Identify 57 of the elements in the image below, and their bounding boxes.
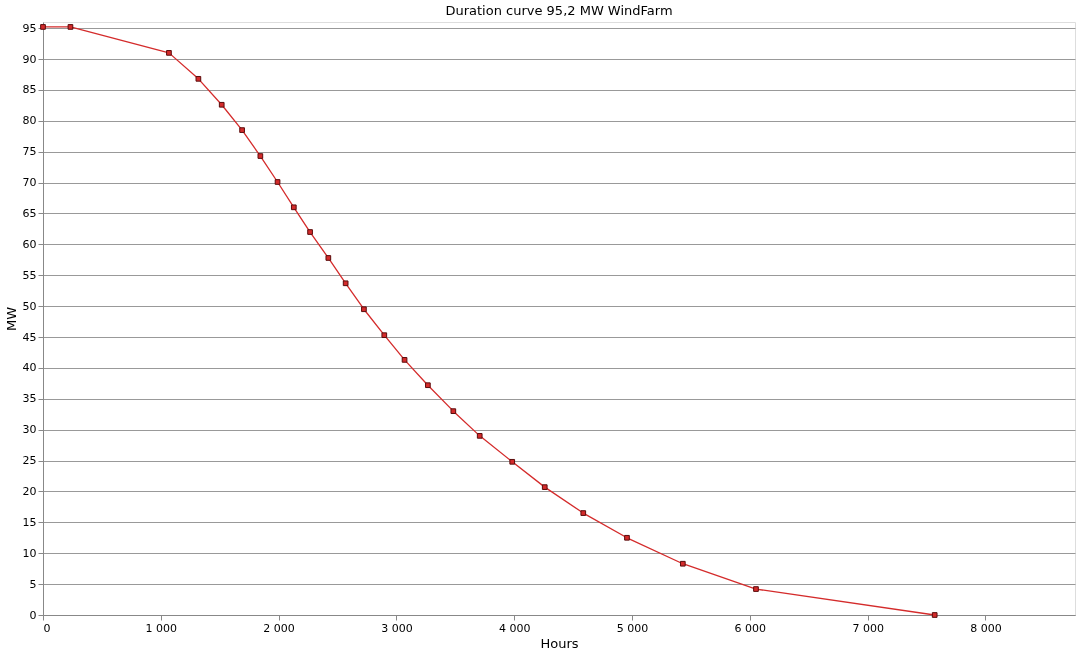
point: [450, 408, 457, 414]
y-tick-label: 90: [22, 52, 37, 66]
y-tick-label: 65: [22, 206, 37, 220]
y-tick-label: 10: [22, 546, 37, 560]
point: [401, 357, 408, 363]
y-tick-label: 75: [22, 145, 37, 159]
point: [274, 179, 281, 185]
y-tick-label: 25: [22, 454, 37, 468]
x-tick-label: 1 000: [145, 621, 178, 635]
point: [195, 75, 202, 82]
point: [931, 612, 938, 618]
y-tick-label: 45: [22, 330, 37, 344]
x-tick-label: 3 000: [381, 621, 413, 635]
x-tick-label: 5 000: [616, 621, 649, 635]
point: [342, 280, 349, 287]
chart-title: Duration curve 95,2 MW WindFarm: [445, 3, 673, 18]
y-tick-label: 60: [22, 237, 37, 251]
y-tick-label: 0: [29, 608, 37, 622]
y-tick-label: 50: [22, 299, 37, 313]
x-tick-label: 2 000: [263, 621, 295, 635]
x-tick-label: 8 000: [970, 621, 1002, 635]
y-tick-label: 95: [22, 21, 37, 35]
point: [541, 484, 548, 490]
point: [40, 24, 46, 30]
point: [580, 510, 587, 516]
point: [753, 586, 759, 592]
y-tick-label: 40: [22, 361, 37, 375]
y-tick-label: 55: [22, 268, 37, 282]
y-tick-label: 20: [22, 484, 37, 498]
x-tick-label: 7 000: [852, 621, 884, 635]
y-tick-label: 80: [22, 114, 37, 128]
point: [509, 458, 516, 465]
y-tick-label: 85: [22, 83, 37, 97]
y-tick-label: 35: [22, 392, 37, 406]
y-tick-label: 5: [29, 577, 37, 591]
x-tick-label: 4 000: [498, 621, 531, 635]
x-tick-label: 6 000: [734, 621, 767, 635]
x-axis-title: Hours: [540, 635, 579, 651]
point: [166, 50, 172, 56]
x-tick-label: 0: [43, 621, 51, 635]
y-tick-label: 70: [22, 176, 37, 190]
point: [381, 332, 388, 339]
point: [679, 560, 686, 567]
point: [239, 127, 245, 133]
y-tick-label: 15: [22, 515, 37, 529]
point: [67, 24, 74, 30]
point: [290, 204, 297, 211]
point: [624, 534, 630, 541]
point: [218, 101, 225, 108]
point: [361, 306, 367, 313]
point: [257, 153, 264, 159]
point: [476, 433, 483, 439]
point: [307, 229, 313, 235]
y-axis-title: MW: [3, 306, 19, 332]
point: [325, 255, 332, 261]
point: [425, 382, 431, 389]
y-tick-label: 30: [22, 423, 37, 437]
